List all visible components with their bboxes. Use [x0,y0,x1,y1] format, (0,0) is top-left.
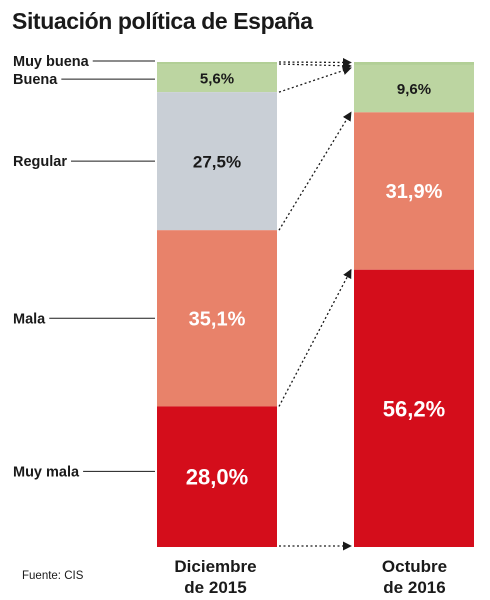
connector-arrow-0 [278,57,352,67]
x-label-line: Octubre [381,557,448,576]
value-label-mala-col0: 35,1% [189,309,246,331]
bar-muy-buena-col0 [157,62,277,65]
category-label-regular: Regular [13,154,67,170]
x-label-octubre-2016: Octubre de 2016 [347,556,482,598]
category-label-muy-buena: Muy buena [13,54,90,70]
bar-mala-col0 [157,230,277,407]
category-label-buena: Buena [13,72,58,88]
connector-arrow-2 [278,66,352,93]
labels-layer: 5,6% 27,5% 35,1% 28,0% 9,6% 31,9% 56,2% Muy bue… [13,54,445,490]
category-label-mala: Mala [13,311,46,327]
bar-muy-mala-col0 [157,406,277,547]
connector-arrow-3 [278,111,352,231]
x-label-line: de 2015 [184,578,247,597]
x-label-diciembre-2015: Diciembre de 2015 [148,556,283,598]
bar-buena-col1 [354,64,474,113]
chart-title: Situación política de España [12,8,313,34]
x-label-line: de 2016 [383,578,446,597]
connectors-layer [278,57,352,551]
category-label-muy-mala: Muy mala [13,464,80,480]
x-label-line: Diciembre [174,557,257,576]
connector-arrow-4 [278,268,352,407]
bar-buena-col0 [157,64,277,93]
value-label-mala-col1: 31,9% [386,181,443,203]
bar-regular-col0 [157,92,277,231]
value-label-muy-mala-col0: 28,0% [186,465,248,490]
bar-muy-mala-col1 [354,269,474,547]
bars-layer [157,62,474,547]
value-label-buena-col1: 9,6% [397,81,431,98]
value-label-regular-col0: 27,5% [193,152,241,171]
bar-mala-col1 [354,112,474,270]
value-label-buena-col0: 5,6% [200,70,234,87]
source-note: Fuente: CIS [22,570,84,582]
connector-arrow-1 [278,61,352,71]
bar-muy-buena-col1 [354,62,474,65]
value-label-muy-mala-col1: 56,2% [383,396,445,421]
